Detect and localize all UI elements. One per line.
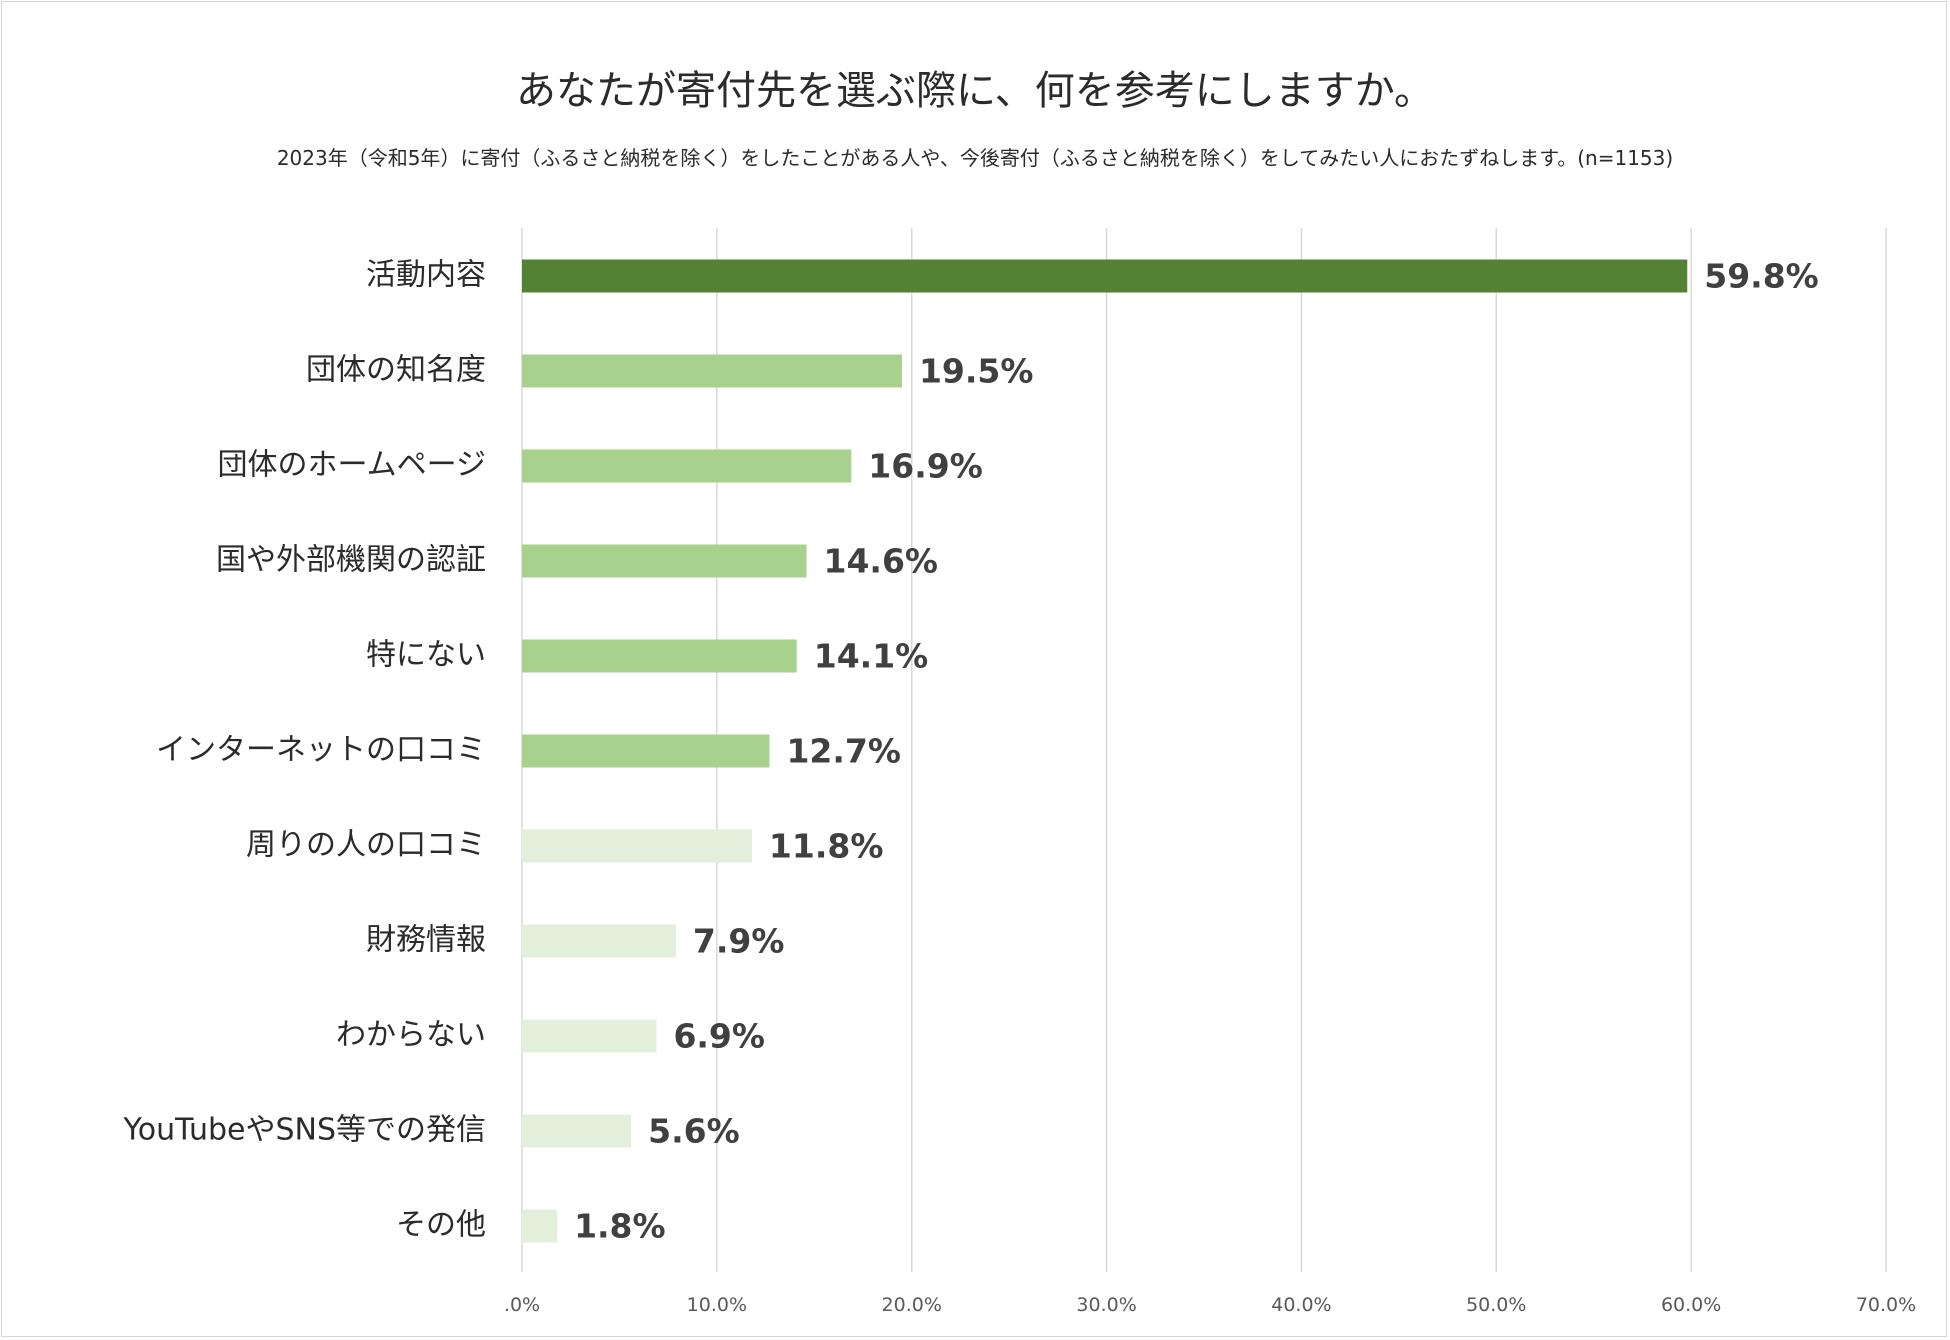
category-label: 特にない [366,638,486,673]
x-tick-label: 40.0% [1271,1294,1331,1316]
category-label: その他 [396,1208,486,1243]
data-label: 19.5% [919,352,1034,391]
chart-subtitle: 2023年（令和5年）に寄付（ふるさと納税を除く）をしたことがある人や、今後寄付… [276,146,1674,170]
bar [522,829,752,863]
category-label: 周りの人の口コミ [246,828,486,863]
data-label: 5.6% [648,1112,740,1151]
data-label: 14.6% [823,542,938,581]
data-label: 16.9% [868,447,983,486]
x-tick-label: 30.0% [1076,1294,1136,1316]
bar [522,639,797,673]
x-tick-label: 60.0% [1661,1294,1721,1316]
bar [522,1209,558,1243]
category-label: 財務情報 [366,923,486,958]
bar [522,1019,657,1053]
bar [522,354,902,388]
x-tick-label: 10.0% [687,1294,747,1316]
category-label: 国や外部機関の認証 [216,543,486,578]
category-label: インターネットの口コミ [156,733,486,768]
x-tick-label: .0% [504,1294,540,1316]
chart-title: あなたが寄付先を選ぶ際に、何を参考にしますか。 [516,68,1434,114]
data-label: 6.9% [673,1017,765,1056]
bar [522,544,807,578]
x-tick-label: 50.0% [1466,1294,1526,1316]
x-tick-label: 70.0% [1856,1294,1916,1316]
category-label: YouTubeやSNS等での発信 [122,1113,486,1148]
data-label: 59.8% [1704,257,1819,296]
category-label: わからない [336,1018,486,1053]
data-label: 12.7% [786,732,901,771]
data-label: 11.8% [769,827,884,866]
data-label: 1.8% [574,1207,666,1246]
data-label: 7.9% [693,922,785,961]
bar [522,1114,632,1148]
category-label: 団体のホームページ [218,448,487,483]
bar [522,449,852,483]
x-tick-label: 20.0% [882,1294,942,1316]
bar [522,924,676,958]
data-label: 14.1% [814,637,929,676]
category-label: 活動内容 [366,258,486,293]
bar [522,259,1688,293]
bar [522,734,770,768]
category-label: 団体の知名度 [306,353,486,388]
